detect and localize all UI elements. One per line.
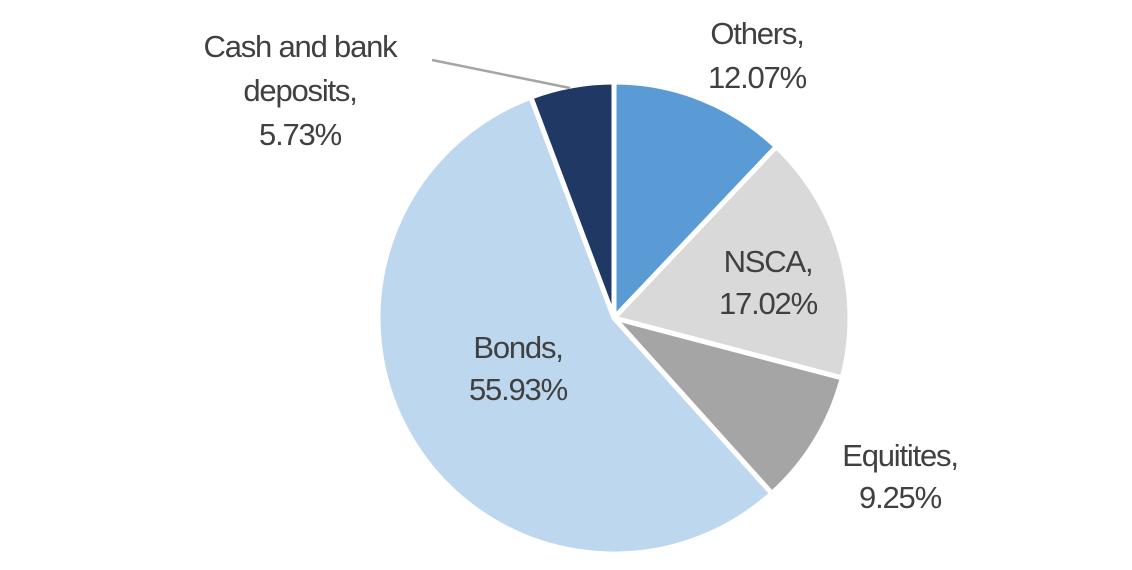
label-nsca: NSCA, [724,244,813,279]
label-bonds: Bonds, [473,330,562,365]
cash-leader-line [431,58,571,90]
label-cash-line2: deposits, [243,73,356,108]
pie-slice-others [611,79,779,321]
value-equities: 9.25% [859,480,942,515]
value-nsca: 17.02% [719,286,818,321]
label-cash-line1: Cash and bank [204,29,399,64]
pie-slice-equitites [611,315,845,496]
label-equities: Equitites, [842,438,958,473]
value-cash: 5.73% [259,117,342,152]
label-others: Others, [710,16,803,51]
value-others: 12.07% [708,60,807,95]
pie-slice-nsca [611,144,853,381]
pie-slice-bonds [375,94,775,557]
value-bonds: 55.93% [469,372,568,407]
pie-slice-cash-and-bank-deposits [528,79,617,321]
